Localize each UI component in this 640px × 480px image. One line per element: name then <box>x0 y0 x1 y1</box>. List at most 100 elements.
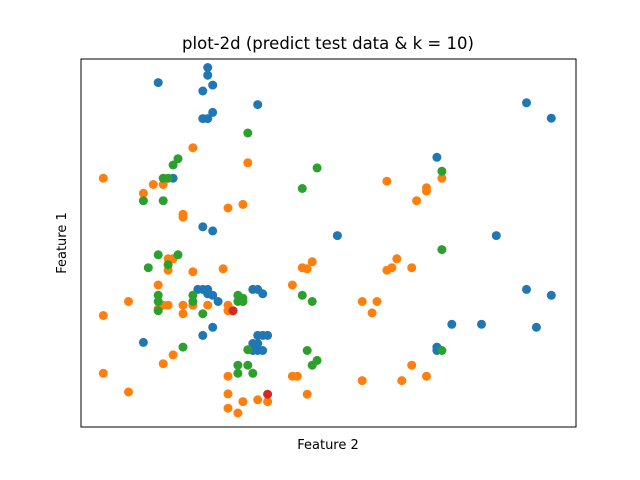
data-point <box>307 257 317 267</box>
data-point <box>372 297 382 306</box>
data-point <box>198 309 208 319</box>
data-point <box>124 387 133 397</box>
data-point <box>422 371 431 381</box>
data-point <box>238 199 248 209</box>
data-point <box>522 284 531 294</box>
series-3 <box>228 306 273 399</box>
data-point <box>382 176 392 186</box>
data-point <box>138 337 148 347</box>
data-point <box>228 306 238 316</box>
data-point <box>253 395 263 405</box>
data-point <box>98 173 108 183</box>
data-point <box>263 389 273 399</box>
data-point <box>243 128 253 138</box>
data-point <box>98 368 108 378</box>
points-layer <box>98 63 556 418</box>
data-point <box>198 86 208 96</box>
data-point <box>203 70 213 80</box>
data-point <box>233 408 243 418</box>
data-point <box>243 360 253 370</box>
data-point <box>253 100 263 110</box>
data-point <box>263 397 273 407</box>
data-point <box>153 78 163 88</box>
data-point <box>153 250 163 260</box>
data-point <box>158 359 168 369</box>
data-point <box>412 196 422 206</box>
data-point <box>531 322 541 332</box>
data-point <box>238 293 248 303</box>
data-point <box>437 166 447 176</box>
data-point <box>546 290 556 300</box>
data-point <box>158 180 168 189</box>
data-point <box>258 346 268 355</box>
data-point <box>522 98 531 108</box>
data-point <box>198 222 208 232</box>
data-point <box>407 263 417 273</box>
data-point <box>178 212 188 222</box>
data-point <box>138 196 148 206</box>
data-point <box>297 290 307 300</box>
data-point <box>208 107 218 117</box>
data-point <box>138 188 148 198</box>
data-point <box>223 389 233 399</box>
data-point <box>397 376 407 386</box>
data-point <box>287 280 297 290</box>
data-point <box>188 297 198 306</box>
y-axis-label: Feature 1 <box>55 212 70 274</box>
data-point <box>332 231 342 241</box>
data-point <box>307 297 317 306</box>
data-point <box>447 319 457 329</box>
data-point <box>302 264 312 274</box>
data-point <box>168 350 178 360</box>
data-point <box>158 196 168 206</box>
data-point <box>203 300 213 310</box>
data-point <box>153 280 163 290</box>
data-point <box>178 300 188 310</box>
data-point <box>357 376 367 386</box>
data-point <box>263 330 273 340</box>
data-point <box>158 173 168 183</box>
data-point <box>223 403 233 413</box>
data-point <box>218 264 228 274</box>
data-point <box>203 63 213 72</box>
data-point <box>477 319 486 329</box>
data-point <box>491 231 501 241</box>
data-point <box>233 368 243 378</box>
data-point <box>148 180 158 189</box>
data-point <box>163 300 173 310</box>
data-point <box>357 297 367 306</box>
data-point <box>163 260 173 270</box>
data-point <box>367 308 377 318</box>
series-2 <box>138 128 447 378</box>
data-point <box>173 250 183 260</box>
data-point <box>208 80 218 90</box>
data-point <box>168 160 178 170</box>
data-point <box>546 113 556 123</box>
data-point <box>312 163 322 173</box>
series-0 <box>138 63 556 355</box>
x-axis-label: Feature 2 <box>297 438 359 453</box>
data-point <box>292 371 302 381</box>
data-point <box>188 143 198 153</box>
data-point <box>223 371 233 381</box>
data-point <box>153 297 163 306</box>
data-point <box>173 154 183 164</box>
data-point <box>243 158 253 168</box>
data-point <box>143 263 153 273</box>
data-point <box>213 297 223 306</box>
data-point <box>153 290 163 300</box>
data-point <box>407 360 417 370</box>
plot-area-frame <box>80 58 577 428</box>
data-point <box>208 226 218 236</box>
data-point <box>253 339 263 348</box>
data-point <box>188 290 198 300</box>
data-point <box>178 309 188 319</box>
chart-title: plot-2d (predict test data & k = 10) <box>182 34 474 53</box>
data-point <box>437 346 447 355</box>
data-point <box>98 311 108 320</box>
data-point <box>153 306 163 316</box>
data-point <box>437 173 447 183</box>
data-point <box>432 152 442 162</box>
